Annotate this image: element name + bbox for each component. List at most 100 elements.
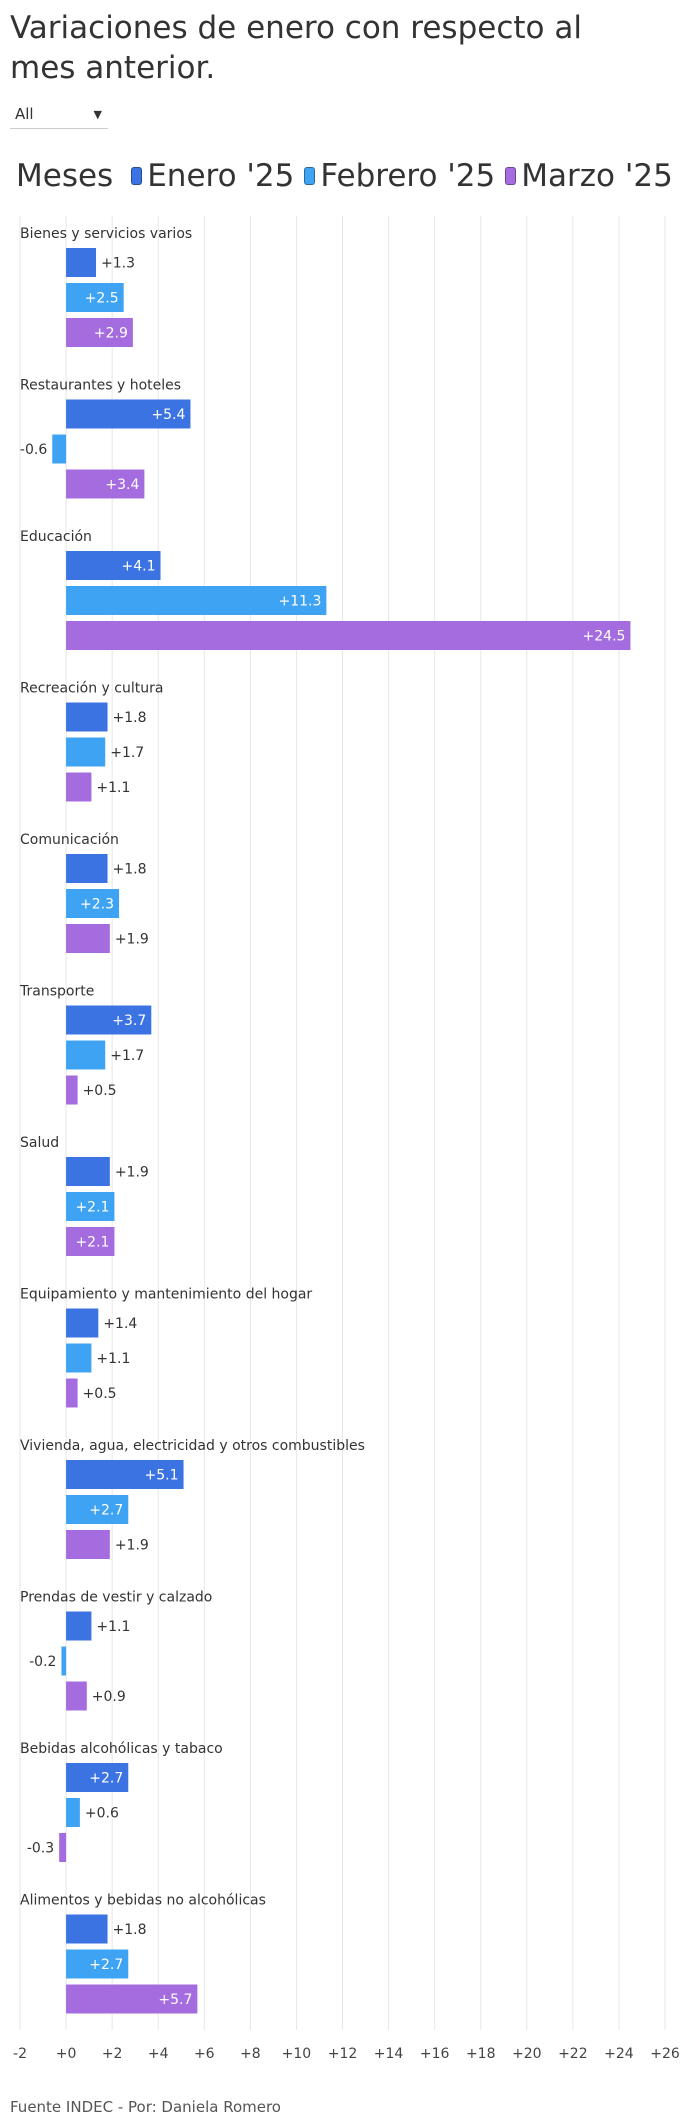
category-label: Alimentos y bebidas no alcohólicas <box>20 1893 266 1909</box>
bar <box>59 1833 67 1862</box>
x-tick-label: +12 <box>328 2046 358 2062</box>
category-label: Educación <box>20 529 92 545</box>
data-label: +0.5 <box>83 1083 117 1099</box>
legend-item-marzo[interactable]: Marzo '25 <box>505 158 673 194</box>
x-tick-label: +4 <box>148 2046 169 2062</box>
chart-source-footer: Fuente INDEC - Por: Daniela Romero <box>10 2098 281 2116</box>
data-label: -0.3 <box>27 1841 54 1857</box>
data-label: +2.7 <box>89 1503 123 1519</box>
bar <box>66 1495 129 1524</box>
data-label: -0.6 <box>20 442 47 458</box>
category-label: Vivienda, agua, electricidad y otros com… <box>20 1438 365 1454</box>
x-tick-label: +26 <box>650 2046 680 2062</box>
bar <box>66 1460 184 1489</box>
legend-title: Meses <box>16 158 114 194</box>
bar <box>66 1040 106 1070</box>
legend-swatch-febrero <box>304 167 316 185</box>
data-label: +2.7 <box>89 1957 123 1973</box>
bar <box>66 1611 92 1641</box>
bar <box>66 1798 80 1827</box>
data-label: +1.3 <box>101 256 135 272</box>
filter-dropdown[interactable]: All ▼ <box>10 102 108 129</box>
bar <box>66 1157 110 1186</box>
legend-label-marzo: Marzo '25 <box>521 158 673 194</box>
x-tick-label: +8 <box>240 2046 261 2062</box>
bar <box>66 702 108 732</box>
bar <box>66 551 161 580</box>
data-label: +0.5 <box>83 1386 117 1402</box>
bar <box>66 1763 129 1792</box>
chart-title: Variaciones de enero con respecto al mes… <box>10 10 582 86</box>
bar <box>66 1227 115 1256</box>
category-label: Comunicación <box>20 832 119 848</box>
data-label: +1.8 <box>113 710 147 726</box>
data-label: +4.1 <box>122 559 156 575</box>
data-label: +1.9 <box>115 1165 149 1181</box>
data-label: +0.6 <box>85 1806 119 1822</box>
bar <box>66 399 191 429</box>
data-label: +2.7 <box>89 1771 123 1787</box>
x-tick-label: +10 <box>282 2046 312 2062</box>
data-label: +2.1 <box>75 1200 109 1216</box>
bar <box>66 1681 87 1711</box>
category-label: Bienes y servicios varios <box>20 226 192 242</box>
filter-selected-value: All <box>15 105 34 123</box>
category-label: Transporte <box>19 984 94 1000</box>
legend-item-enero[interactable]: Enero '25 <box>131 158 294 194</box>
x-tick-label: +14 <box>374 2046 404 2062</box>
bar <box>66 889 120 918</box>
data-label: +1.9 <box>115 1538 149 1554</box>
category-label: Equipamiento y mantenimiento del hogar <box>20 1287 312 1303</box>
bar <box>66 1308 99 1338</box>
bar <box>66 924 110 953</box>
x-tick-label: +2 <box>102 2046 123 2062</box>
data-label: +1.9 <box>115 932 149 948</box>
x-tick-label: +20 <box>512 2046 542 2062</box>
category-label: Prendas de vestir y calzado <box>20 1590 212 1606</box>
data-label: +1.4 <box>103 1316 137 1332</box>
bar <box>66 1075 78 1105</box>
bar <box>66 772 92 802</box>
x-tick-label: -2 <box>13 2046 27 2062</box>
bar <box>66 1192 115 1221</box>
bar <box>66 248 97 277</box>
bar <box>66 283 124 312</box>
data-label: +1.7 <box>110 745 144 761</box>
bar <box>52 434 67 464</box>
x-tick-label: +18 <box>466 2046 496 2062</box>
legend-item-febrero[interactable]: Febrero '25 <box>304 158 495 194</box>
data-label: +1.7 <box>110 1048 144 1064</box>
data-label: +11.3 <box>278 594 321 610</box>
data-label: +0.9 <box>92 1689 126 1705</box>
category-label: Restaurantes y hoteles <box>20 378 181 394</box>
category-label: Salud <box>20 1135 59 1151</box>
data-label: +2.1 <box>75 1235 109 1251</box>
data-label: +5.7 <box>158 1992 192 2008</box>
x-tick-label: +6 <box>194 2046 215 2062</box>
legend-label-febrero: Febrero '25 <box>320 158 496 194</box>
category-label: Recreación y cultura <box>20 681 163 697</box>
data-label: +1.1 <box>96 1351 130 1367</box>
x-tick-label: +22 <box>558 2046 588 2062</box>
bar <box>66 1914 108 1944</box>
bar <box>66 737 106 767</box>
bar <box>66 1984 198 2014</box>
data-label: +3.4 <box>105 477 139 493</box>
chevron-down-icon: ▼ <box>93 108 102 121</box>
data-label: +1.8 <box>113 862 147 878</box>
bar <box>66 1343 92 1373</box>
chart-legend: Meses Enero '25 Febrero '25 Marzo '25 <box>16 156 683 196</box>
data-label: +1.1 <box>96 1619 130 1635</box>
data-label: +1.1 <box>96 780 130 796</box>
data-label: +5.4 <box>151 407 185 423</box>
legend-swatch-enero <box>131 167 143 185</box>
bar <box>66 586 327 615</box>
x-tick-label: +16 <box>420 2046 450 2062</box>
bar <box>66 1005 152 1035</box>
data-label: +2.5 <box>85 291 119 307</box>
bar <box>66 469 145 499</box>
data-label: +3.7 <box>112 1013 146 1029</box>
category-label: Bebidas alcohólicas y tabaco <box>20 1741 223 1757</box>
bar <box>66 854 108 883</box>
